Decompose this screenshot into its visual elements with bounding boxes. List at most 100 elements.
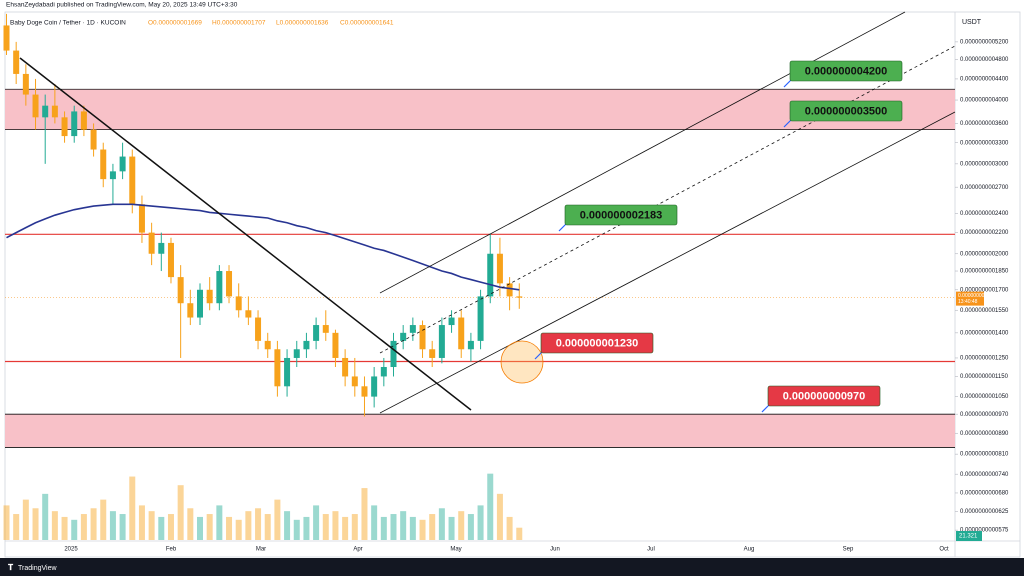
y-tick-label: 0.0000000004400: [960, 76, 1009, 82]
volume-bar: [264, 514, 271, 540]
candle-body: [138, 204, 145, 233]
candle-body: [206, 289, 213, 304]
y-tick-label: 0.0000000003000: [960, 161, 1009, 167]
volume-bar: [42, 493, 49, 540]
volume-bar: [177, 485, 184, 540]
candle-body: [429, 349, 436, 358]
volume-bar: [293, 519, 300, 540]
candle-body: [400, 332, 407, 341]
volume-bar: [51, 511, 58, 540]
volume-bar: [90, 508, 97, 540]
channel-lower: [379, 111, 956, 414]
x-tick-label: Aug: [744, 547, 755, 553]
volume-bar: [409, 516, 416, 540]
volume-bar: [109, 511, 116, 540]
y-tick-label: 0.0000000004800: [960, 57, 1009, 63]
volume-bar: [380, 516, 387, 540]
publisher: EhsanZeydabadi published on TradingView.…: [6, 2, 238, 9]
candle-body: [332, 332, 339, 358]
volume-bar: [167, 514, 174, 540]
y-tick-label: 0.0000000003300: [960, 140, 1009, 146]
candle-body: [284, 357, 291, 387]
y-tick-label: 0.0000000000970: [960, 412, 1009, 418]
candle-body: [197, 289, 203, 318]
volume-bar: [235, 519, 242, 540]
candle-body: [167, 242, 174, 278]
candle-body: [419, 325, 426, 350]
candle-body: [448, 317, 455, 326]
ohlc-label: O0.000000001669: [148, 20, 202, 27]
channel-upper: [379, 11, 906, 294]
footer-brand: TradingView: [18, 565, 57, 572]
annotation-text: 0.000000000970: [783, 390, 866, 402]
volume-bar: [138, 505, 145, 540]
plot: [3, 13, 955, 540]
candle-body: [119, 156, 126, 172]
x-tick-label: Jun: [550, 547, 560, 553]
volume-bar: [322, 514, 329, 540]
zone: [5, 414, 955, 448]
price-tag-value: 0.0000000001641: [958, 293, 999, 299]
volume-bar: [332, 511, 339, 540]
candle-body: [496, 253, 503, 284]
candle-body: [187, 303, 194, 318]
candle-body: [129, 156, 136, 205]
price-tag: [956, 291, 984, 306]
candle-body: [516, 296, 523, 298]
volume-bar: [467, 514, 474, 540]
chart-frame: [4, 11, 1021, 558]
y-tick-label: 0.0000000001550: [960, 308, 1009, 314]
moving-average: [6, 203, 520, 291]
x-tick-label: Mar: [256, 547, 266, 553]
y-tick-label: 0.0000000003600: [960, 121, 1009, 127]
annotation-box: [540, 332, 654, 354]
candle-body: [274, 349, 281, 387]
candle-body: [100, 149, 107, 180]
candle-body: [313, 325, 320, 341]
candle-body: [22, 73, 29, 95]
footer-bar: [0, 558, 1024, 576]
candle-body: [487, 253, 494, 297]
volume-bar: [496, 493, 503, 540]
axis-unit: USDT: [962, 19, 982, 26]
volume-bar: [61, 516, 68, 540]
candle-body: [342, 357, 349, 377]
channel-mid: [379, 45, 956, 354]
annotations: 0.000000004200 0.000000003500 0.0000000021…: [534, 60, 903, 413]
volume-tag-value: 21.321: [959, 534, 978, 540]
drawings: [19, 11, 956, 414]
y-tick-label: 0.0000000005200: [960, 39, 1009, 45]
candle-body: [216, 271, 223, 304]
price-tag-countdown: 13:40:48: [958, 299, 978, 305]
y-tick-label: 0.0000000002400: [960, 211, 1009, 217]
y-tick-label: 0.0000000002000: [960, 251, 1009, 257]
y-tick-label: 0.0000000000890: [960, 431, 1009, 437]
annotation-text: 0.000000002183: [580, 209, 663, 221]
volume-bar: [13, 514, 20, 540]
volume-bar: [458, 511, 465, 540]
volume-bar: [438, 508, 445, 540]
volume-bar: [400, 511, 407, 540]
x-tick-label: Feb: [166, 547, 177, 553]
y-tick-label: 0.0000000001700: [960, 287, 1009, 293]
candle-body: [245, 310, 252, 318]
volume-bar: [22, 499, 29, 540]
candle-body: [71, 111, 78, 137]
volume-bar: [187, 508, 194, 540]
annotation-box: [767, 385, 881, 407]
y-tick-label: 0.0000000001150: [960, 374, 1009, 380]
candle-body: [3, 25, 10, 51]
candle-body: [158, 242, 165, 254]
volume-bar: [313, 505, 320, 540]
x-tick-label: May: [450, 547, 461, 553]
annotation-box: [789, 60, 903, 82]
y-tick-label: 0.0000000001050: [960, 394, 1009, 400]
volume-bar: [487, 473, 494, 540]
volume-bar: [216, 505, 223, 540]
x-tick-label: Apr: [353, 547, 362, 553]
volume-bar: [245, 511, 252, 540]
candle-body: [506, 283, 513, 297]
volume-bar: [390, 514, 397, 540]
y-tick-label: 0.0000000001400: [960, 330, 1009, 336]
